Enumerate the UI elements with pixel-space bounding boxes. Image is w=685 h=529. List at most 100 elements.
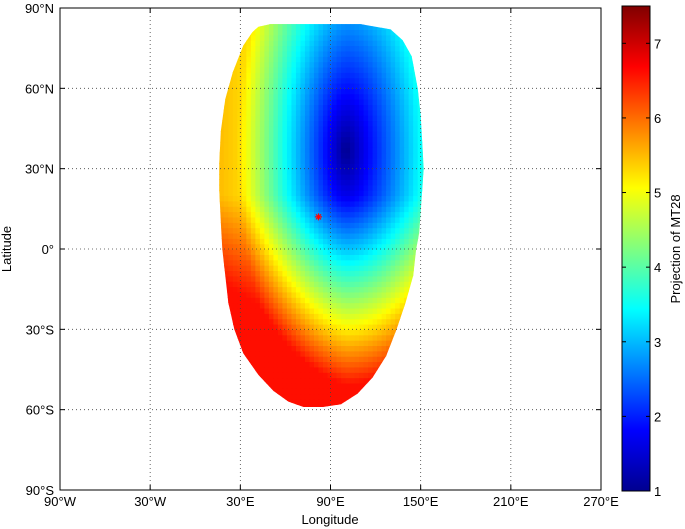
heatmap-cell <box>268 361 274 368</box>
heatmap-cell <box>273 297 279 304</box>
heatmap-cell <box>291 29 297 36</box>
heatmap-cell <box>273 40 279 47</box>
heatmap-cell <box>259 372 265 379</box>
heatmap-cell <box>286 45 293 52</box>
colorbar-tick-label: 4 <box>654 260 661 275</box>
heatmap-cell <box>300 206 306 213</box>
heatmap-cell <box>304 179 311 186</box>
heatmap-cell <box>313 227 320 234</box>
heatmap-cell <box>286 93 293 100</box>
heatmap-cell <box>336 120 342 127</box>
heatmap-cell <box>273 232 279 239</box>
heatmap-cell <box>273 318 279 325</box>
heatmap-cell <box>390 45 396 52</box>
heatmap-cell <box>359 163 365 170</box>
heatmap-cell <box>277 377 284 384</box>
heatmap-cell <box>241 190 247 197</box>
heatmap-cell <box>336 227 342 234</box>
heatmap-cell <box>363 356 369 363</box>
heatmap-cell <box>259 270 265 277</box>
heatmap-cell <box>291 125 297 132</box>
heatmap-cell <box>399 281 405 288</box>
heatmap-cell <box>259 34 265 41</box>
heatmap-cell <box>350 216 356 223</box>
heatmap-cell <box>277 372 284 379</box>
heatmap-cell <box>246 329 252 336</box>
heatmap-cell <box>304 61 311 68</box>
heatmap-cell <box>408 152 414 159</box>
heatmap-cell <box>286 82 293 89</box>
heatmap-cell <box>386 238 392 245</box>
heatmap-cell <box>372 366 378 373</box>
heatmap-cell <box>300 211 306 218</box>
heatmap-cell <box>399 238 405 245</box>
heatmap-cell <box>377 286 383 293</box>
heatmap-cell <box>318 45 324 52</box>
heatmap-cell <box>268 77 274 84</box>
heatmap-cell <box>277 206 284 213</box>
heatmap-cell <box>345 136 351 143</box>
heatmap-cell <box>286 329 293 336</box>
heatmap-cell <box>386 179 392 186</box>
heatmap-cell <box>359 125 365 132</box>
heatmap-cell <box>241 313 247 320</box>
heatmap-cell <box>300 356 306 363</box>
heatmap-cell <box>341 29 347 36</box>
heatmap-cell <box>332 318 338 325</box>
heatmap-cell <box>395 291 401 298</box>
heatmap-cell <box>304 88 311 95</box>
heatmap-cell <box>417 206 423 213</box>
heatmap-cell <box>368 200 374 207</box>
heatmap-cell <box>295 184 302 191</box>
heatmap-cell <box>250 163 256 170</box>
heatmap-cell <box>295 99 302 105</box>
heatmap-cell <box>336 179 342 186</box>
heatmap-cell <box>408 238 414 245</box>
heatmap-cell <box>273 323 279 330</box>
heatmap-cell <box>273 174 279 180</box>
heatmap-cell <box>268 222 274 229</box>
heatmap-cell <box>232 291 238 298</box>
heatmap-cell <box>327 50 333 57</box>
heatmap-cell <box>350 184 356 191</box>
heatmap-cell <box>264 50 270 57</box>
heatmap-cell <box>363 72 369 79</box>
heatmap-cell <box>237 297 243 304</box>
heatmap-cell <box>395 157 401 164</box>
heatmap-cell <box>273 104 279 111</box>
heatmap-cell <box>277 104 284 111</box>
heatmap-cell <box>390 115 396 122</box>
heatmap-cell <box>368 259 374 266</box>
heatmap-cell <box>255 350 261 357</box>
heatmap-cell <box>354 77 360 84</box>
heatmap-cell <box>286 174 293 180</box>
heatmap-cell <box>291 307 297 314</box>
heatmap-cell <box>404 291 410 298</box>
heatmap-cell <box>332 372 338 379</box>
heatmap-cell <box>354 24 360 31</box>
heatmap-cell <box>332 157 338 164</box>
heatmap-cell <box>295 377 302 384</box>
heatmap-cell <box>241 286 247 293</box>
heatmap-cell <box>300 216 306 223</box>
heatmap-cell <box>390 195 396 202</box>
heatmap-cell <box>404 265 410 272</box>
heatmap-cell <box>313 93 320 100</box>
heatmap-cell <box>377 29 383 36</box>
y-axis-title: Latitude <box>0 226 14 272</box>
heatmap-cell <box>350 270 356 277</box>
heatmap-cell <box>404 109 410 116</box>
heatmap-cell <box>377 227 383 234</box>
heatmap-cell <box>246 179 252 186</box>
heatmap-cell <box>359 275 365 282</box>
heatmap-cell <box>404 200 410 207</box>
heatmap-cell <box>354 66 360 73</box>
heatmap-cell <box>359 168 365 175</box>
heatmap-cell <box>250 131 256 138</box>
heatmap-cell <box>345 340 351 346</box>
heatmap-cell <box>309 232 315 239</box>
heatmap-cell <box>390 334 396 341</box>
heatmap-cell <box>395 190 401 197</box>
heatmap-cell <box>395 238 401 245</box>
